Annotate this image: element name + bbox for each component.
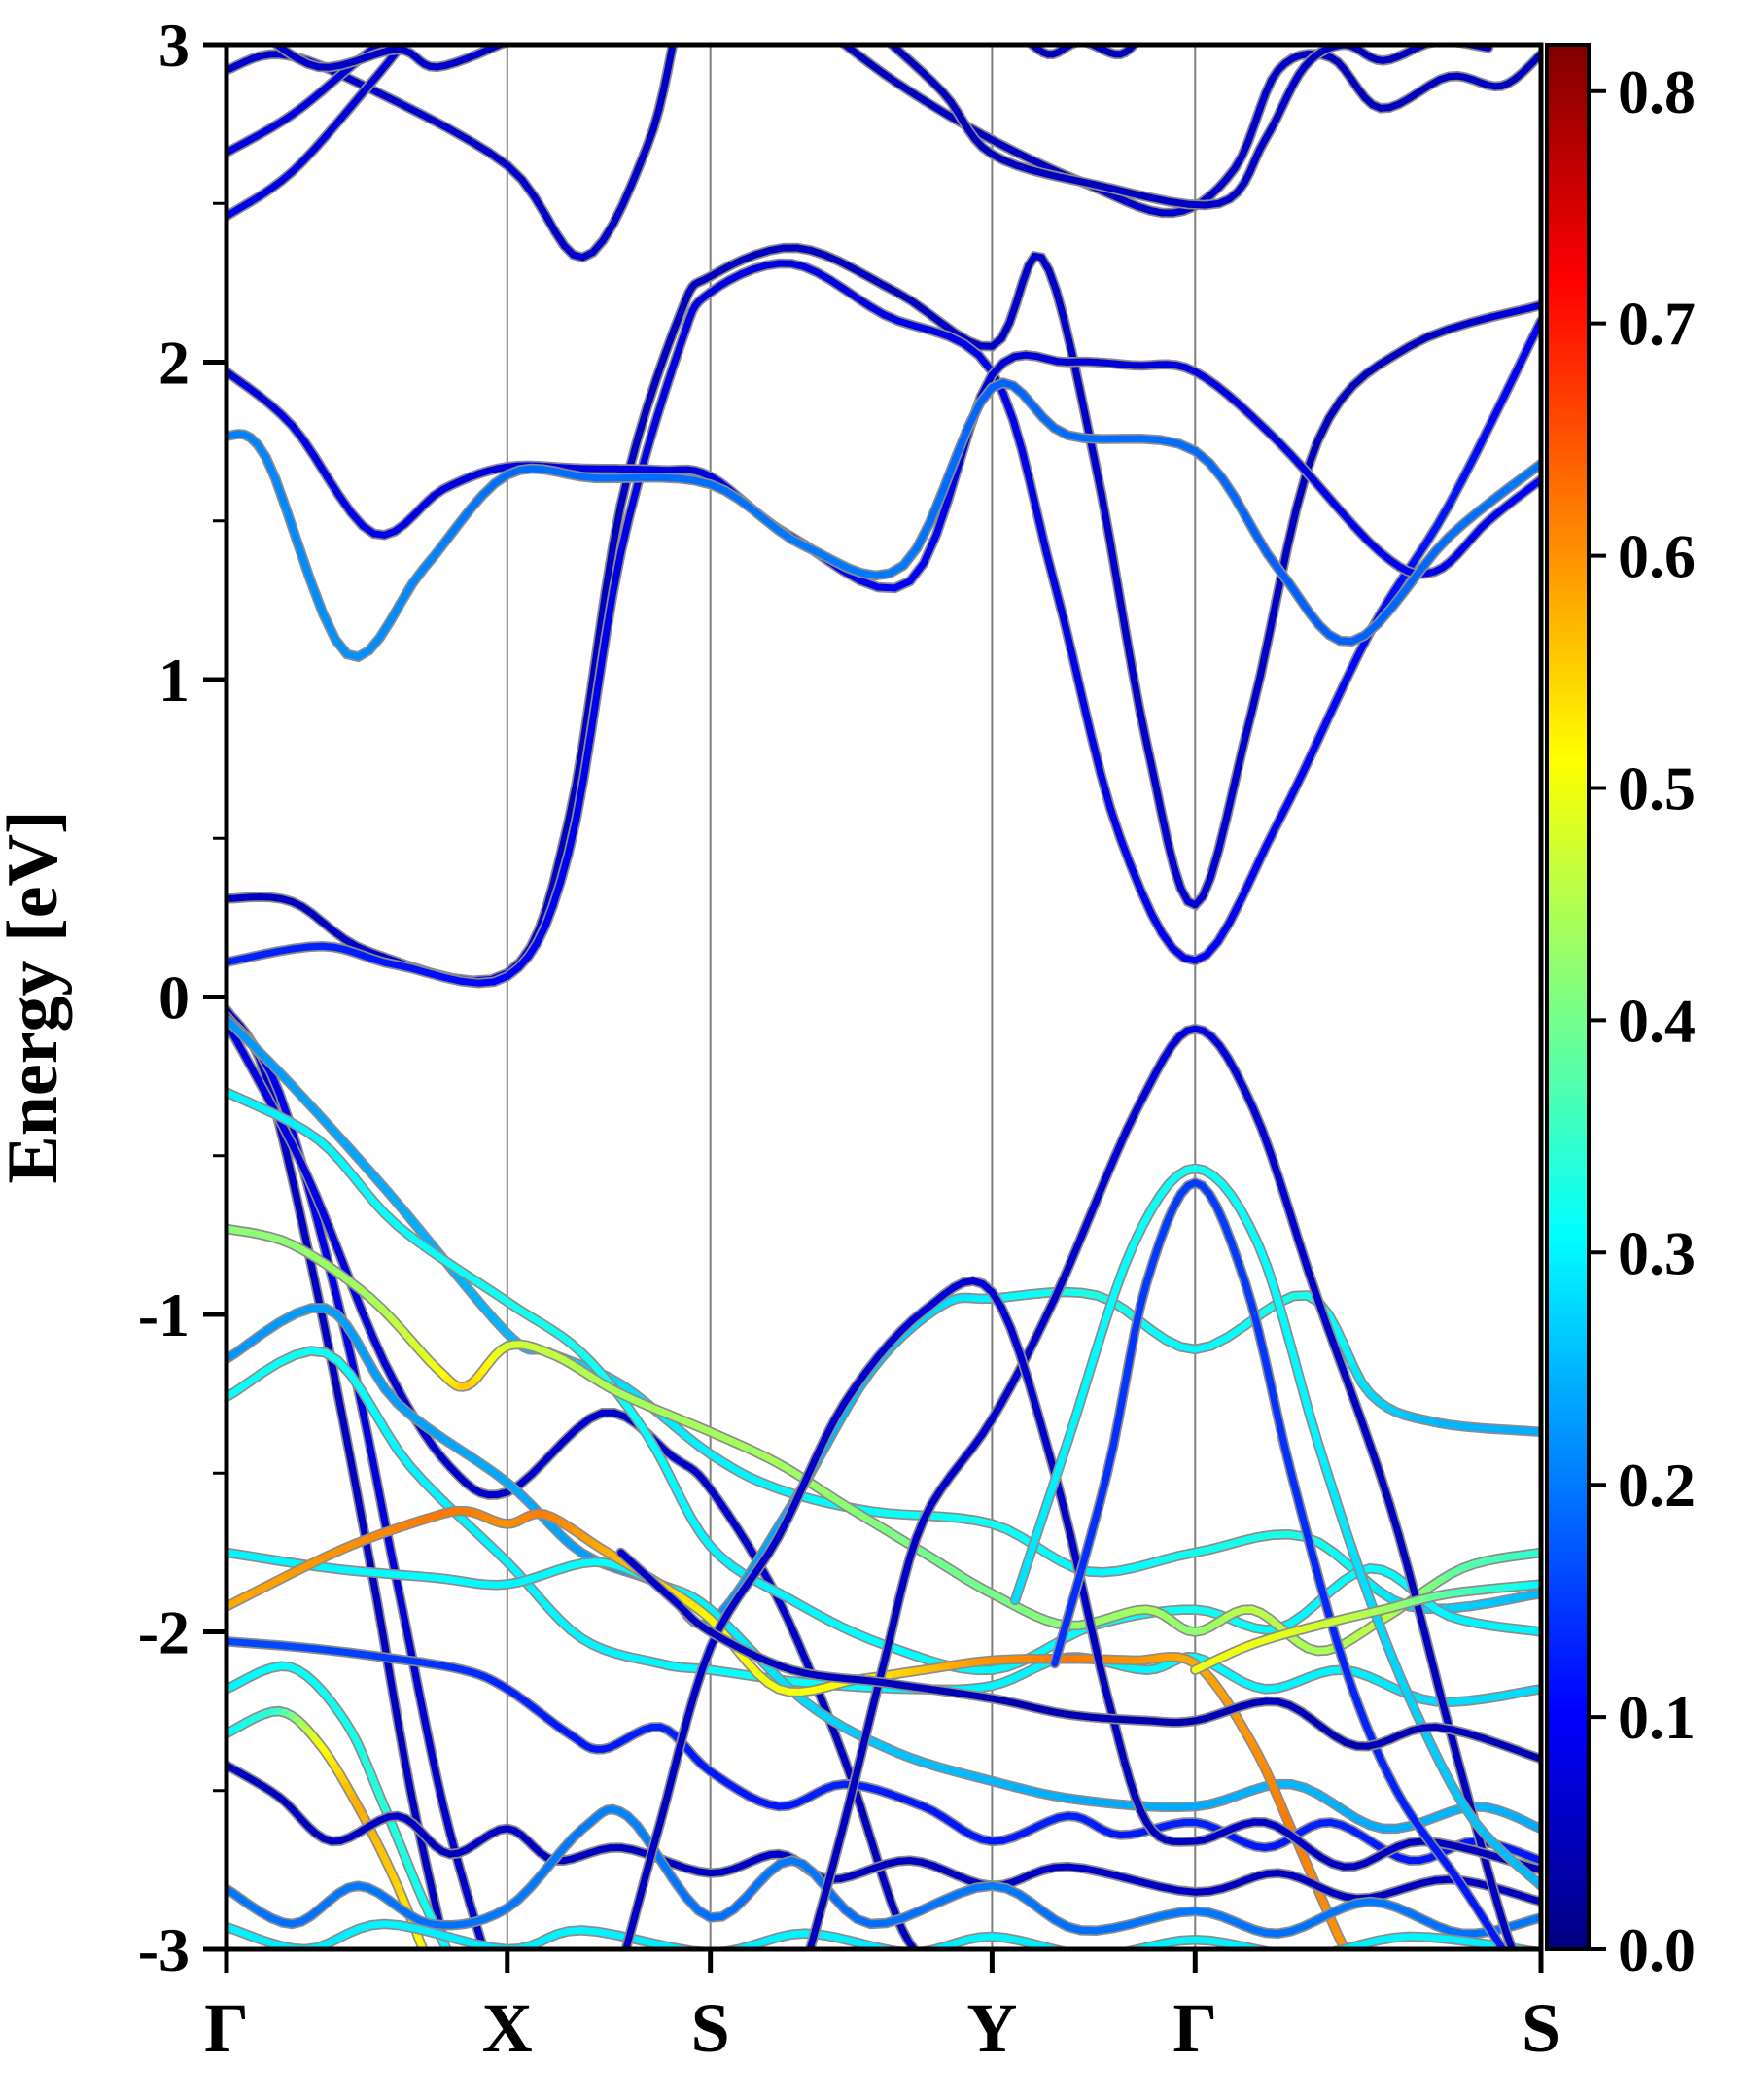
colorbar-tick-label: 0.6 [1618,522,1696,591]
y-tick-label: -2 [138,1598,190,1667]
band-v13 [227,1705,429,1949]
band-vd3 [620,1276,1541,1949]
colorbar-tick-label: 0.4 [1618,986,1696,1055]
band-vb2 [227,1918,1541,1949]
colorbar-tick-label: 0.3 [1618,1218,1696,1287]
band-bB [227,377,1541,663]
band-c2 [227,258,1541,989]
k-point-label: Γ [204,1989,249,2067]
colorbar-tick-label: 0.5 [1618,753,1696,822]
k-point-label: S [1522,1989,1560,2067]
band-t4 [268,45,513,73]
k-point-label: Γ [1172,1989,1217,2067]
band-t6 [884,45,1494,211]
band-v11 [227,1636,1541,1866]
colorbar-tick-label: 0.0 [1618,1915,1696,1984]
k-point-label: Y [966,1989,1017,2067]
bands [227,45,1541,1949]
k-point-label: S [691,1989,730,2067]
y-tick-label: 2 [158,329,190,398]
colorbar-tick-label: 0.1 [1618,1683,1696,1752]
band-va2 [1009,1163,1541,1891]
band-t7 [1024,45,1141,60]
colorbar-tick-label: 0.2 [1618,1451,1696,1520]
band-t5 [836,45,1541,219]
y-tick-label: -3 [138,1915,190,1984]
band-c1 [227,242,1541,986]
band-v6 [227,1223,1541,1657]
colorbar-tick-label: 0.7 [1618,290,1696,359]
band-vd1 [804,1023,1519,1949]
y-axis-title: Energy [eV] [0,810,73,1183]
band-bA [227,349,1541,594]
band-va3 [1049,1176,1509,1949]
y-axis: 3 2 1 0 -1 -2 -3 [138,11,227,1984]
colorbar-frame [1545,43,1591,1951]
y-tick-label: 0 [158,963,190,1032]
y-tick-label: 3 [158,11,190,80]
band-vb1 [227,1803,1541,1940]
y-tick-label: 1 [158,646,190,715]
band-v17 [615,1547,1541,1765]
k-point-label: X [482,1989,533,2067]
y-tick-label: -1 [138,1280,190,1349]
colorbar-tick-label: 0.8 [1618,57,1696,126]
colorbar: 0.0 0.1 0.2 0.3 0.4 0.5 0.6 0.7 0.8 [1545,43,1696,1984]
band-v19 [1190,1579,1541,1675]
